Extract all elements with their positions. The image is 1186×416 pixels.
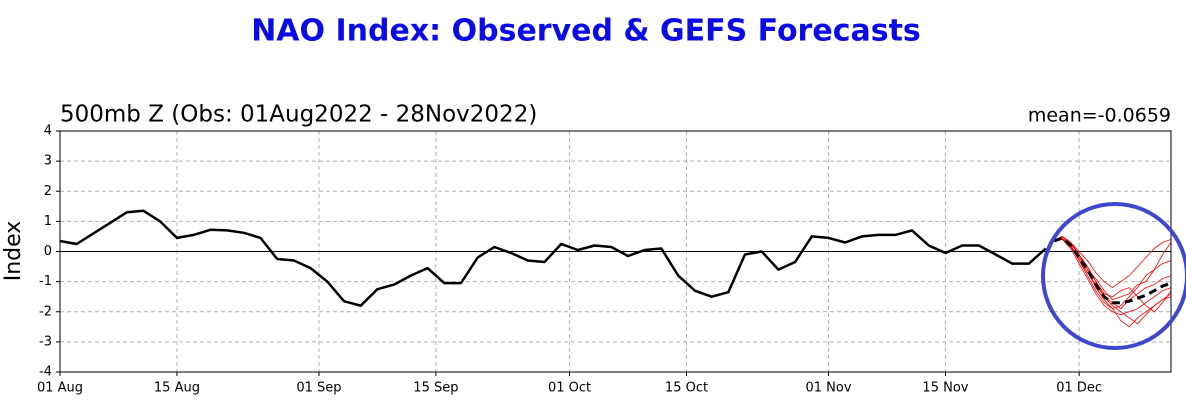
annotation: mean=-0.0659 (1028, 105, 1171, 127)
y-tick-label: -3 (39, 334, 52, 349)
observed-line (59, 209, 1047, 307)
chart-title: NAO Index: Observed & GEFS Forecasts (251, 14, 921, 49)
y-axis-label: Index (1, 221, 26, 282)
ensemble-member (1053, 235, 1172, 289)
ensemble-member (1054, 238, 1172, 316)
y-tick-label: 2 (44, 184, 52, 199)
chart-subtitle: 500mb Z (Obs: 01Aug2022 - 28Nov2022) (60, 102, 537, 128)
x-tick-label: 01 Oct (548, 381, 591, 396)
x-tick-label: 15 Nov (922, 381, 968, 396)
y-tick-label: 0 (44, 244, 52, 259)
y-tick-label: -1 (39, 274, 52, 289)
y-tick-label: 4 (44, 124, 52, 139)
x-tick-label: 01 Nov (805, 381, 851, 396)
ensemble-mean (1053, 236, 1172, 305)
x-tick-label: 15 Aug (154, 381, 200, 396)
y-tick-label: 1 (44, 214, 52, 229)
x-tick-label: 15 Oct (665, 381, 708, 396)
x-tick-label: 15 Sep (413, 381, 458, 396)
ensemble-member (1053, 237, 1172, 325)
plot-frame (59, 130, 1172, 373)
highlight-circle (1041, 202, 1186, 350)
y-tick-label: 3 (44, 154, 52, 169)
y-tick-label: -2 (39, 304, 52, 319)
x-tick-label: 01 Aug (37, 381, 83, 396)
ensemble-member (1053, 235, 1172, 310)
x-tick-label: 01 Sep (296, 381, 341, 396)
y-tick-label: -4 (39, 365, 52, 380)
x-tick-label: 01 Dec (1056, 381, 1102, 396)
